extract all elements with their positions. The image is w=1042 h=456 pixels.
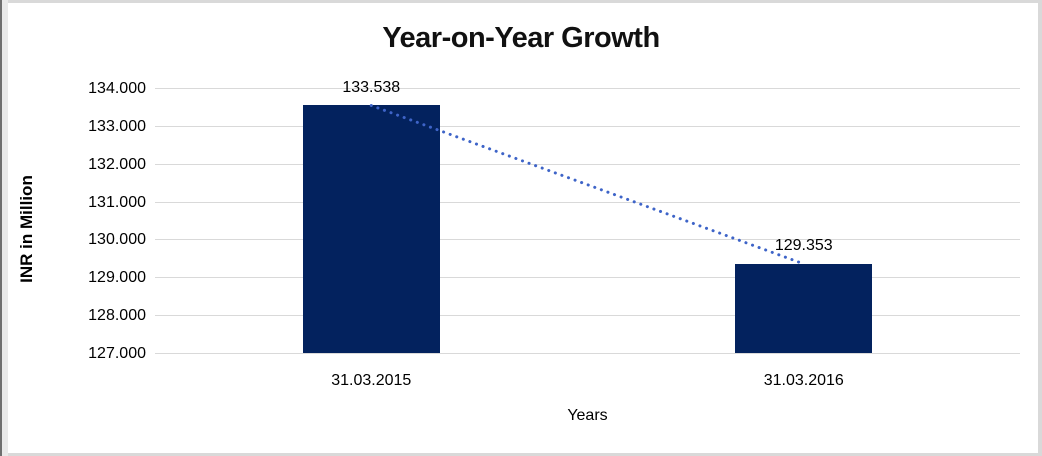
trend-line-path xyxy=(369,103,806,266)
gridline xyxy=(155,239,1020,241)
gridline xyxy=(155,163,1020,165)
y-tick-label: 130.000 xyxy=(88,231,146,249)
gridline xyxy=(155,277,1020,279)
data-label: 129.353 xyxy=(774,236,833,254)
y-tick-label: 131.000 xyxy=(88,193,146,211)
gridline xyxy=(155,125,1020,127)
y-tick-label: 132.000 xyxy=(88,155,146,173)
x-axis-title: Years xyxy=(567,407,608,424)
gridline xyxy=(155,353,1020,354)
bar-31.03.2016 xyxy=(735,263,873,353)
y-tick-label: 133.000 xyxy=(88,117,146,135)
y-tick-label: 127.000 xyxy=(88,345,146,362)
data-label: 133.538 xyxy=(342,78,401,96)
chart-title: Year-on-Year Growth xyxy=(382,22,660,54)
plot-area: 133.538 129.353 xyxy=(155,79,1020,354)
y-tick-label: 128.000 xyxy=(88,307,146,325)
gridline xyxy=(155,201,1020,203)
left-edge-stripe xyxy=(0,0,8,456)
gridline xyxy=(155,315,1020,317)
y-tick-label: 134.000 xyxy=(88,80,146,97)
bar-31.03.2015 xyxy=(302,105,440,353)
gridline xyxy=(155,88,1020,89)
y-tick-label: 129.000 xyxy=(88,269,146,287)
x-tick-label: 31.03.2015 xyxy=(331,372,412,389)
trend-line xyxy=(369,103,806,266)
x-tick-label: 31.03.2016 xyxy=(763,372,844,389)
